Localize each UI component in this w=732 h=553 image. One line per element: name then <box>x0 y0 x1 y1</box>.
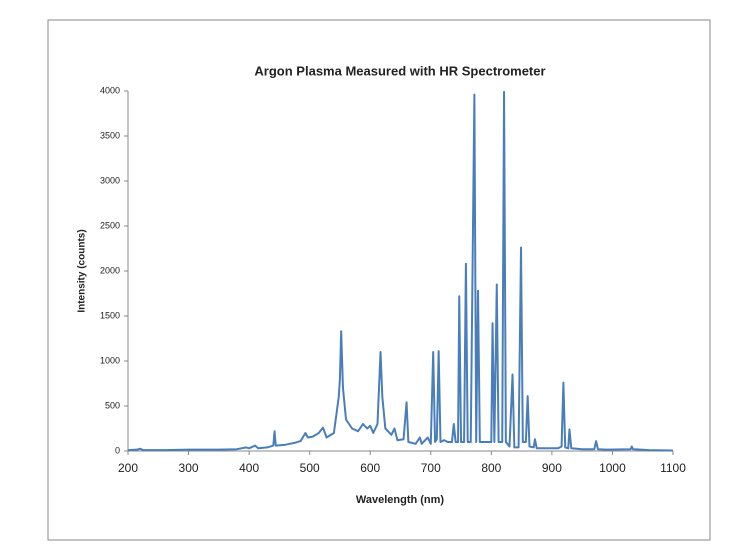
x-tick-label: 500 <box>300 461 320 475</box>
y-tick-label: 1000 <box>100 355 120 365</box>
y-tick-label: 4000 <box>100 85 120 95</box>
y-tick-label: 500 <box>105 400 120 410</box>
x-tick-label: 300 <box>179 461 199 475</box>
y-tick-label: 1500 <box>100 310 120 320</box>
x-tick-label: 600 <box>360 461 380 475</box>
y-tick-label: 2000 <box>100 265 120 275</box>
chart-frame <box>47 19 711 541</box>
x-axis-title: Wavelength (nm) <box>356 494 445 506</box>
x-tick-label: 800 <box>481 461 501 475</box>
x-tick-label: 1000 <box>599 461 626 475</box>
x-tick-label: 1100 <box>660 461 686 475</box>
spectrum-line <box>127 90 674 452</box>
chart-title: Argon Plasma Measured with HR Spectromet… <box>254 63 545 78</box>
x-tick-label: 200 <box>118 461 138 475</box>
y-tick-label: 2500 <box>100 220 120 230</box>
y-tick-label: 3500 <box>100 130 120 140</box>
y-tick-label: 0 <box>115 445 120 455</box>
x-tick-label: 400 <box>239 461 259 475</box>
y-tick-label: 3000 <box>100 175 120 185</box>
x-tick-label: 900 <box>542 461 562 475</box>
y-axis-title: Intensity (counts) <box>77 229 88 312</box>
x-tick-label: 700 <box>421 461 441 475</box>
